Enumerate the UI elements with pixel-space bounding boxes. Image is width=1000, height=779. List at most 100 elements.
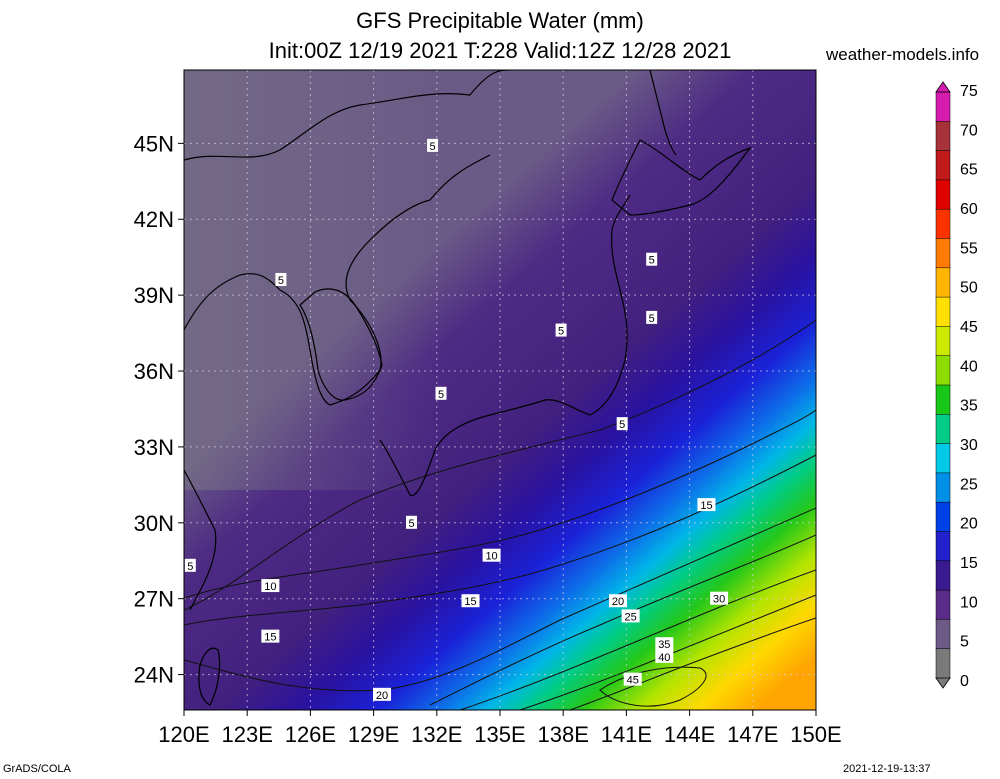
contour-label: 5: [435, 386, 447, 401]
contour-label: 5: [427, 138, 439, 153]
contour-label-text: 5: [278, 275, 284, 287]
contour-label: 5: [184, 558, 196, 573]
contour-label-text: 15: [464, 596, 476, 608]
contour-label-box: [608, 594, 627, 608]
lat-tick-label: 36N: [134, 359, 174, 384]
contour-label: 5: [616, 417, 628, 431]
colorbar-segment: [935, 121, 951, 152]
contour-label: 5: [646, 252, 658, 267]
contour-label-box: [275, 272, 287, 286]
colorbar-label: 20: [960, 516, 978, 533]
colorbar-label: 50: [960, 280, 978, 297]
coast-sakhalin: [649, 70, 677, 156]
contour-label: 35: [655, 637, 674, 651]
contour-label-box: [655, 637, 674, 651]
lon-axis: 120E 123E 126E 129E 132E 135E 138E 141E 144E 147E…: [158, 710, 842, 747]
lon-tick-label: 147E: [727, 722, 778, 747]
contour-label-box: [616, 417, 628, 431]
colorbar-label: 60: [960, 201, 978, 218]
colorbar-segment: [935, 326, 951, 357]
contour-label-text: 10: [264, 581, 276, 593]
coast-asia: [184, 70, 511, 406]
contour-label-text: 25: [624, 611, 636, 623]
contour-label: 5: [275, 272, 287, 287]
contour-45: [599, 666, 707, 707]
colorbar-segment: [935, 355, 951, 386]
colorbar-min-arrow: [935, 677, 951, 689]
colorbar-segment: [935, 384, 951, 416]
contour-label: 45: [623, 672, 642, 687]
site-credit[interactable]: weather-models.info: [826, 45, 980, 64]
colorbar-max-arrow: [935, 81, 951, 93]
colorbar-segment: [935, 531, 951, 562]
colorbar-segment: [935, 91, 951, 123]
contour-label-text: 5: [649, 313, 655, 325]
colorbar-label: 10: [960, 594, 978, 611]
contour-label-box: [710, 591, 729, 605]
coast-hokkaido: [611, 139, 752, 216]
footer-timestamp: 2021-12-19-13:37: [843, 763, 931, 775]
colorbar-label: 25: [960, 476, 978, 493]
lat-tick-label: 45N: [134, 131, 174, 156]
colorbar-segment: [935, 150, 951, 181]
contour-label-box: [461, 594, 480, 608]
lat-axis: 45N 42N 39N 36N 33N 30N 27N 24N: [134, 131, 184, 688]
colorbar-label: 5: [960, 634, 969, 651]
lon-tick-label: 120E: [158, 722, 209, 747]
contour-label: 20: [608, 594, 627, 608]
lat-tick-label: 27N: [134, 587, 174, 612]
contour-label-box: [184, 558, 196, 572]
contour-label-text: 5: [558, 326, 564, 338]
colorbar-segment: [935, 414, 951, 445]
colorbar-label: 75: [960, 83, 978, 100]
coast-china-east: [184, 469, 217, 611]
colorbar-label: 45: [960, 319, 978, 336]
colorbar-label: 70: [960, 122, 978, 139]
colorbar-label: 55: [960, 240, 978, 257]
contour-label: 5: [555, 323, 567, 338]
contour-label-box: [482, 548, 501, 562]
lon-tick-label: 138E: [538, 722, 589, 747]
contour-label-text: 15: [700, 500, 712, 512]
contour-label-text: 40: [658, 652, 670, 664]
contour-label: 10: [482, 548, 501, 563]
contour-lines: [184, 319, 816, 710]
contour-label: 20: [373, 687, 392, 702]
contour-label: 5: [406, 515, 418, 530]
colorbar-segment: [935, 589, 951, 621]
colorbar-segment: [935, 443, 951, 474]
footer-left: GrADS/COLA: [3, 763, 71, 775]
contour-label-box: [261, 579, 280, 593]
coast-korea: [299, 288, 383, 401]
contour-label-text: 5: [187, 561, 193, 573]
colorbar-segment: [935, 472, 951, 503]
lat-tick-label: 39N: [134, 283, 174, 308]
colorbar-segment: [935, 179, 951, 210]
contour-label-box: [373, 687, 392, 701]
contour-label: 15: [697, 498, 716, 512]
contour-label-text: 45: [627, 675, 639, 687]
contour-label-box: [427, 138, 439, 152]
lon-tick-label: 123E: [222, 722, 273, 747]
lon-tick-label: 135E: [474, 722, 525, 747]
contour-label-box: [435, 386, 447, 400]
colorbar-label: 0: [960, 673, 969, 690]
contour-label-text: 30: [713, 594, 725, 606]
contour-15: [184, 454, 816, 626]
contour-label: 5: [646, 310, 658, 325]
contour-20: [184, 507, 816, 692]
contour-label: 10: [261, 579, 280, 593]
contour-label-box: [621, 609, 640, 623]
coastlines: [184, 70, 752, 706]
contour-label-box: [655, 649, 674, 663]
contour-label-text: 5: [408, 518, 414, 530]
lon-tick-label: 141E: [601, 722, 652, 747]
colorbar-segment: [935, 296, 951, 328]
colorbar-label: 35: [960, 398, 978, 415]
contour-label-text: 35: [658, 639, 670, 651]
colorbar-segment: [935, 648, 951, 679]
colorbar-segment: [935, 208, 951, 240]
contour-label: 25: [621, 609, 640, 623]
